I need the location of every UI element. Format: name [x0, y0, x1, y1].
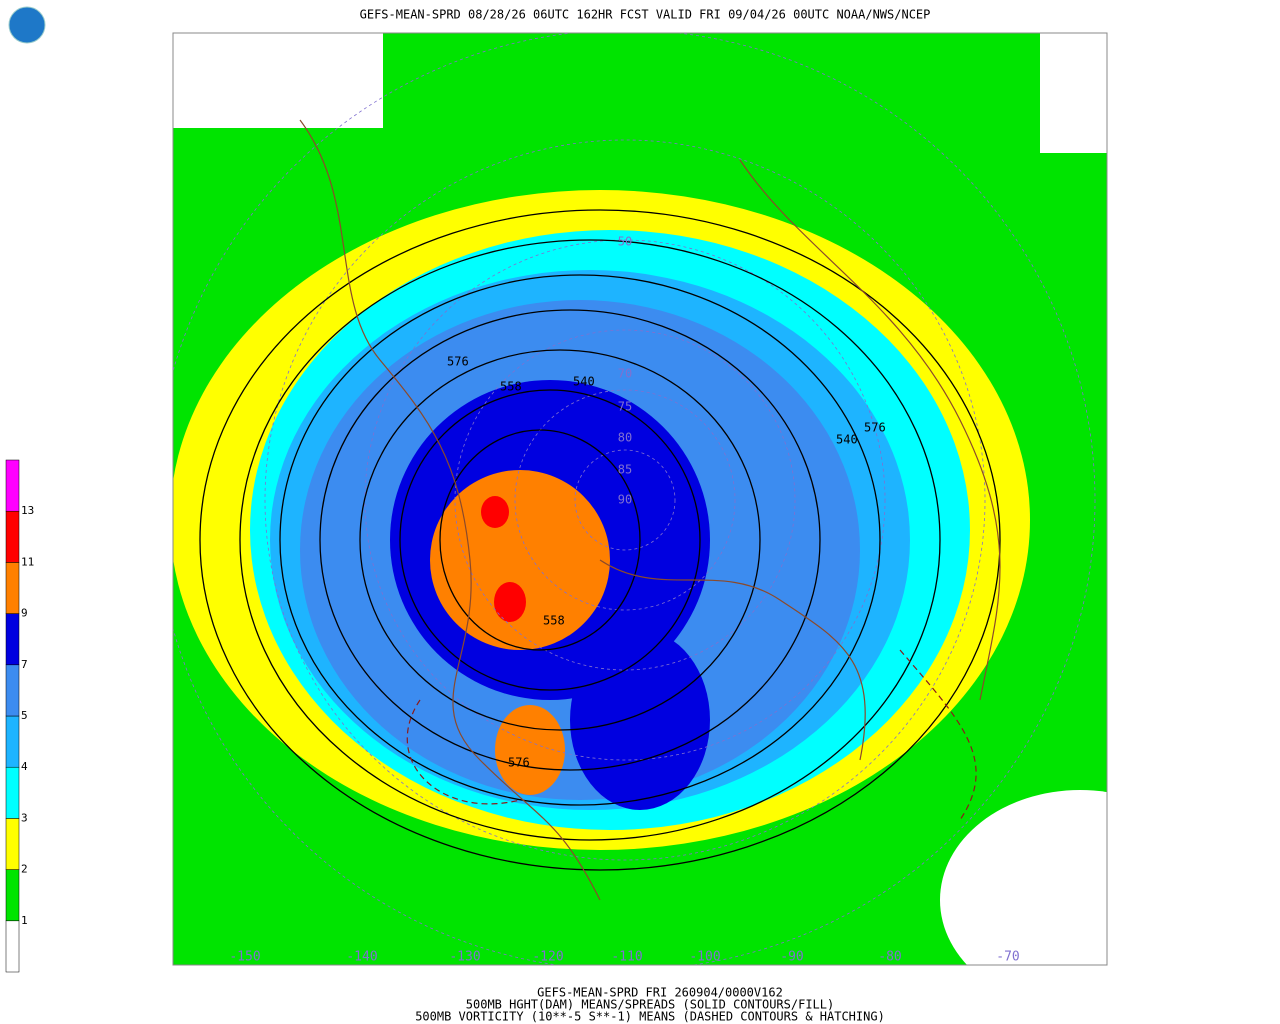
longitude-label: -150	[229, 950, 260, 965]
spread-9-11	[495, 705, 565, 795]
latitude-label: 70	[618, 367, 632, 381]
low-spread-area	[173, 33, 383, 128]
colorbar-label: 3	[21, 811, 28, 824]
longitude-label: -110	[611, 950, 642, 965]
contour-label: 540	[836, 433, 858, 447]
colorbar-label: 13	[21, 504, 34, 517]
spread-7-9	[570, 630, 710, 810]
longitude-label: -100	[689, 950, 720, 965]
colorbar-box	[5, 664, 20, 717]
latitude-circles	[173, 33, 1096, 965]
colorbar-box	[5, 715, 20, 768]
contour-label: 576	[508, 756, 530, 770]
contour-label: 576	[447, 355, 469, 369]
low-spread-area	[1040, 33, 1107, 153]
colorbar-label: 2	[21, 863, 28, 876]
spread-11-13	[494, 582, 526, 622]
map-frame	[172, 32, 1108, 966]
colorbar-box	[5, 869, 20, 922]
colorbar-box	[5, 459, 20, 512]
colorbar-label: 11	[21, 555, 34, 568]
latitude-label: 90	[618, 493, 632, 507]
coastlines	[299, 119, 1001, 901]
latitude-label: 80	[618, 431, 632, 445]
map: 576 558 540 558 576 540 576 90 85 80 75 …	[172, 32, 1108, 966]
title: GEFS-MEAN-SPRD 08/28/26 06UTC 162HR FCST…	[360, 8, 931, 22]
colorbar-label: 1	[21, 914, 28, 927]
colorbar-box	[5, 920, 20, 973]
colorbar-label: 7	[21, 658, 28, 671]
colorbar-box	[5, 818, 20, 870]
footer-line: 500MB VORTICITY (10**-5 S**-1) MEANS (DA…	[415, 1010, 885, 1024]
spread-9-11	[430, 470, 610, 650]
contour-label: 540	[573, 375, 595, 389]
longitude-label: -90	[780, 950, 803, 965]
height-contours	[199, 209, 1001, 871]
colorbar-box	[5, 766, 20, 819]
longitude-label: -130	[449, 950, 480, 965]
colorbar: 1 2 3 4 5 7 9 11 13	[5, 459, 34, 973]
longitude-label: -80	[878, 950, 901, 965]
contour-label: 558	[500, 380, 522, 394]
latitude-label: 75	[618, 400, 632, 414]
contour-label: 576	[864, 421, 886, 435]
colorbar-label: 4	[21, 760, 28, 773]
colorbar-box	[5, 613, 20, 666]
low-spread-area	[940, 790, 1107, 965]
footer-line: 500MB HGHT(DAM) MEANS/SPREADS (SOLID CON…	[466, 998, 834, 1012]
footer-line: GEFS-MEAN-SPRD FRI 260904/0000V162	[537, 986, 783, 1000]
latitude-label: 85	[618, 463, 632, 477]
longitude-label: -120	[532, 950, 563, 965]
vorticity-contours	[406, 649, 977, 821]
longitude-label: -70	[996, 950, 1019, 965]
colorbar-box	[5, 562, 20, 614]
colorbar-box	[5, 510, 20, 563]
longitude-label: -140	[346, 950, 377, 965]
latitude-label: 50	[618, 235, 632, 249]
colorbar-label: 9	[21, 607, 28, 620]
spread-11-13	[481, 496, 509, 528]
contour-label: 558	[543, 614, 565, 628]
noaa-logo	[8, 6, 46, 44]
longitude-labels: -150 -140 -130 -120 -110 -100 -90 -80 -70	[229, 950, 1019, 965]
colorbar-label: 5	[21, 709, 28, 722]
